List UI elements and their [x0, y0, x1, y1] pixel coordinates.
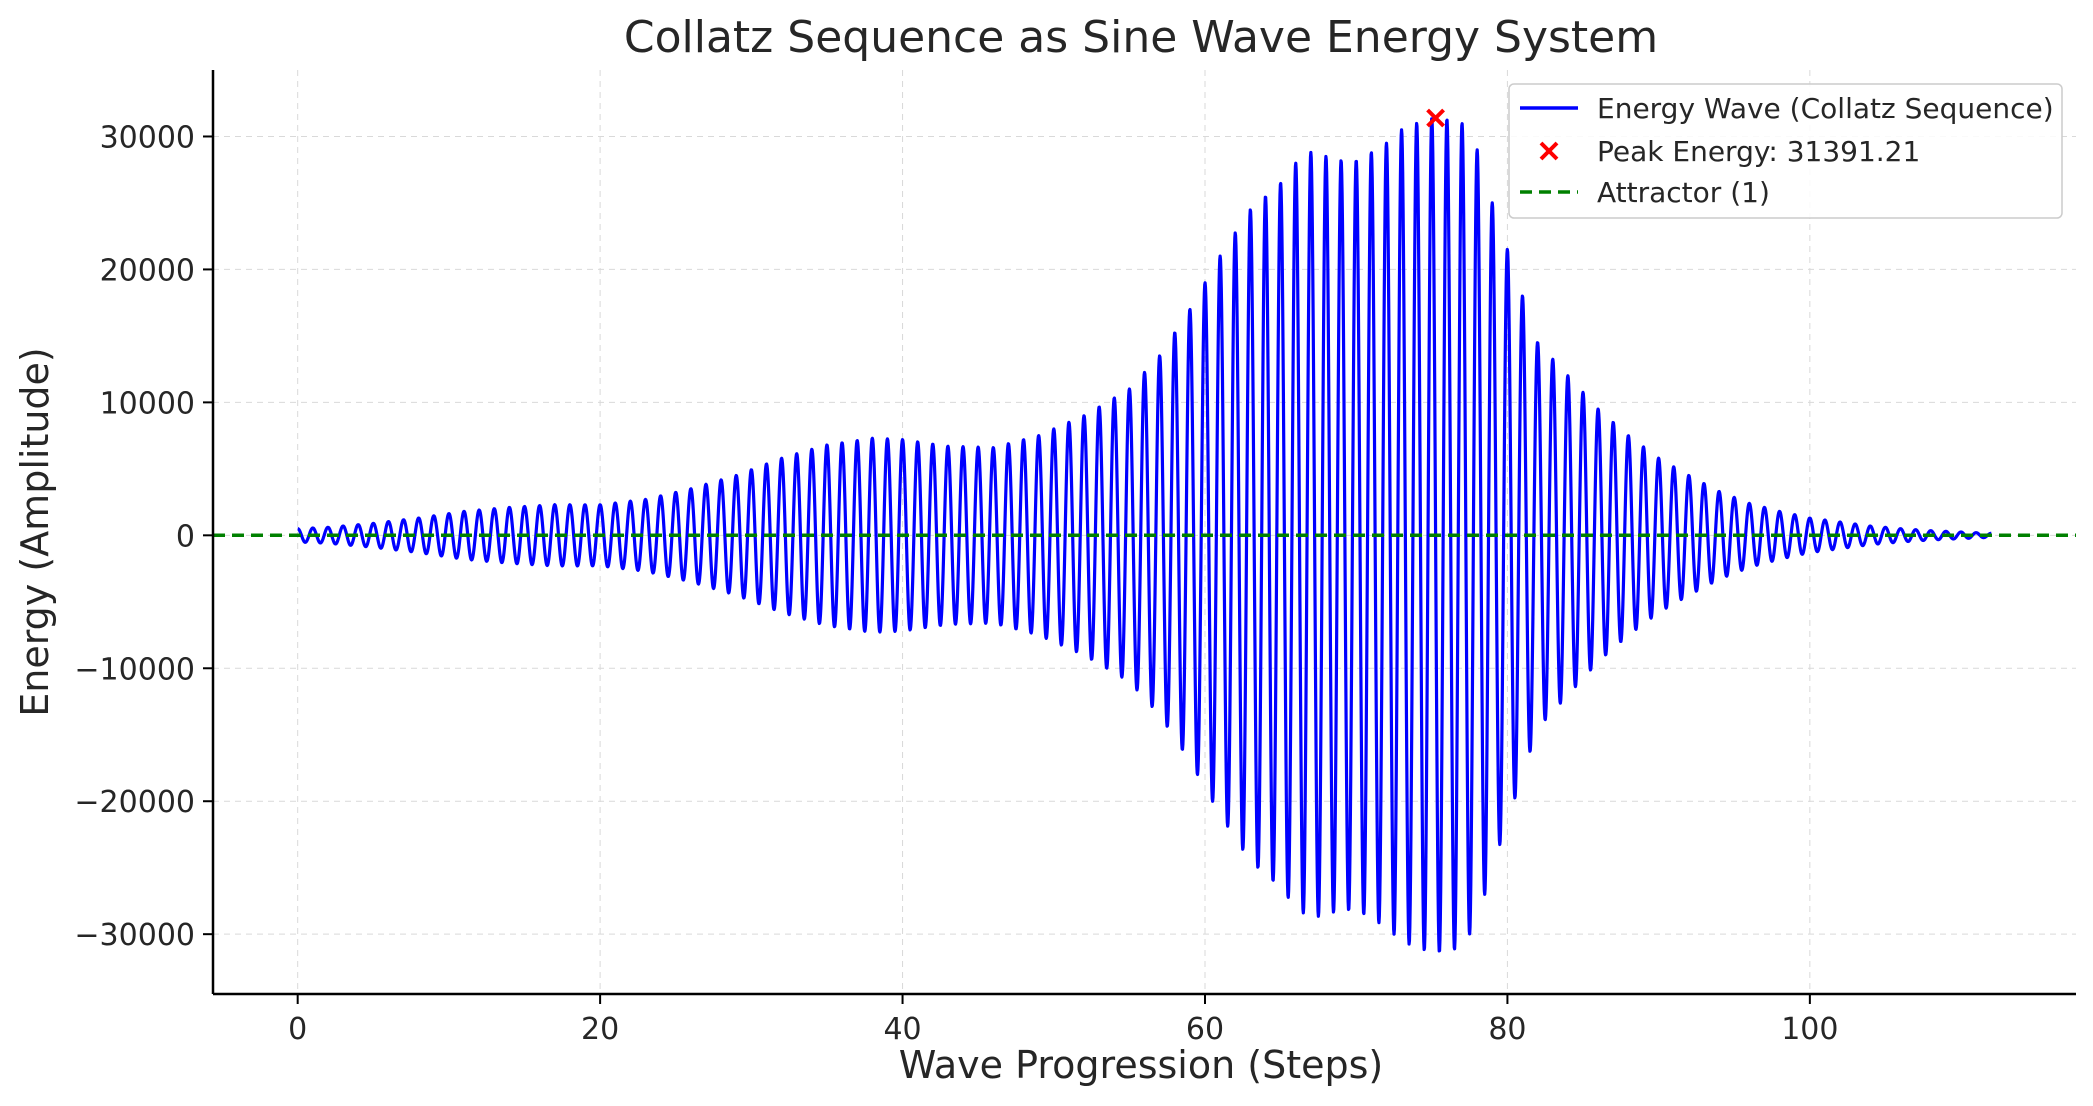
y-tick-label: −30000: [74, 918, 195, 953]
legend-label-energy-wave: Energy Wave (Collatz Sequence): [1597, 92, 2054, 125]
plot-area: [213, 108, 2076, 953]
energy-wave-line: [296, 117, 1993, 953]
x-tick-label: 40: [883, 1012, 921, 1047]
x-tick-label: 100: [1781, 1012, 1838, 1047]
y-tick-label: −20000: [74, 785, 195, 820]
x-tick-label: 60: [1186, 1012, 1224, 1047]
peak-energy-marker: [1426, 108, 1446, 128]
y-tick-label: 20000: [100, 253, 195, 288]
y-tick-label: −10000: [74, 652, 195, 687]
legend-label-attractor: Attractor (1): [1597, 176, 1770, 209]
y-tick-label: 30000: [100, 120, 195, 155]
chart-title: Collatz Sequence as Sine Wave Energy Sys…: [624, 12, 1658, 63]
legend: Energy Wave (Collatz Sequence) Peak Ener…: [1508, 83, 2063, 219]
legend-frame: [1508, 83, 2063, 219]
ticks: 0 20 40 60 80 100 30000 20000 10000 0 −10000 −20000…: [74, 120, 1838, 1047]
x-axis-label: Wave Progression (Steps): [899, 1043, 1383, 1087]
axes: [211, 70, 2076, 996]
x-tick-label: 0: [288, 1012, 307, 1047]
y-tick-label: 10000: [100, 386, 195, 421]
y-tick-label: 0: [176, 519, 195, 554]
x-tick-label: 20: [581, 1012, 619, 1047]
y-axis-label: Energy (Amplitude): [13, 347, 57, 717]
legend-swatch-peak-energy: [1539, 141, 1559, 161]
legend-label-peak-energy: Peak Energy: 31391.21: [1597, 135, 1920, 168]
x-tick-label: 80: [1488, 1012, 1526, 1047]
peak-marker-stroke: [1426, 108, 1446, 128]
